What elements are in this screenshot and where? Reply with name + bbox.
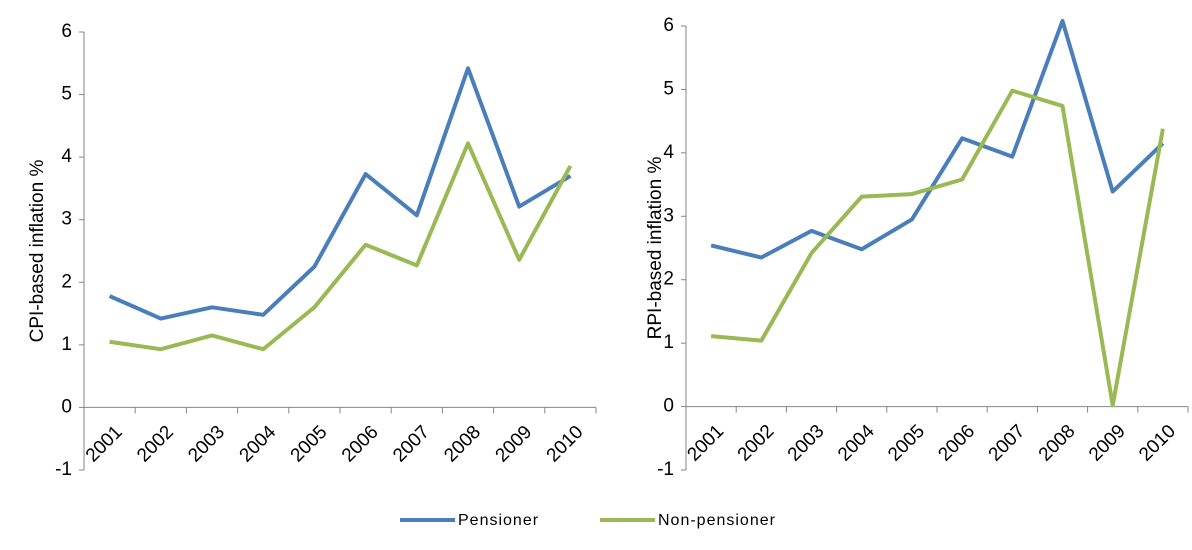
y-tick-label: 2 (61, 271, 72, 292)
line-series (108, 66, 572, 321)
x-tick-label: 2004 (834, 421, 879, 466)
y-tick-label: 4 (61, 146, 72, 167)
x-tick-label: 2001 (683, 421, 728, 466)
y-tick-label: 5 (663, 78, 674, 99)
x-tick-label: 2005 (287, 422, 332, 467)
x-tick-label: 2007 (389, 422, 434, 467)
line-series (710, 18, 1165, 260)
x-tick-label: 2003 (784, 421, 829, 466)
x-tick-label: 2002 (734, 421, 779, 466)
y-axis-label: CPI-based inflation % (27, 160, 48, 343)
y-tick-label: 4 (663, 142, 674, 163)
x-tick-label: 2004 (236, 421, 281, 466)
x-tick-label: 2008 (1035, 421, 1080, 466)
y-tick-label: 6 (61, 21, 72, 42)
x-tick-label: 2006 (934, 421, 979, 466)
x-tick-label: 2008 (440, 422, 485, 467)
y-tick-label: -1 (657, 459, 674, 480)
x-tick-label: 2002 (133, 422, 178, 467)
x-tick-label: 2007 (985, 421, 1030, 466)
y-tick-label: 6 (663, 15, 674, 36)
y-tick-label: -1 (55, 459, 72, 480)
x-tick-label: 2010 (1135, 421, 1180, 466)
x-tick-label: 2001 (82, 422, 127, 467)
line-series (710, 88, 1165, 408)
y-tick-label: 1 (663, 332, 674, 353)
y-axis-label: RPI-based inflation % (645, 157, 666, 340)
legend: Pensioner Non-pensioner (400, 512, 776, 529)
y-tick-label: 3 (61, 209, 72, 230)
y-tick-label: 0 (663, 396, 674, 417)
y-tick-label: 3 (663, 205, 674, 226)
x-tick-label: 2010 (543, 422, 588, 467)
x-tick-label: 2006 (338, 422, 383, 467)
x-tick-label: 2009 (492, 422, 537, 467)
legend-label: Non-pensioner (658, 512, 776, 529)
y-tick-label: 0 (61, 396, 72, 417)
y-tick-label: 5 (61, 84, 72, 105)
y-tick-label: 2 (663, 269, 674, 290)
legend-label: Pensioner (458, 512, 539, 529)
y-tick-label: 1 (61, 334, 72, 355)
x-tick-label: 2009 (1085, 421, 1130, 466)
x-tick-label: 2005 (884, 421, 929, 466)
x-tick-label: 2003 (184, 422, 229, 467)
line-series (109, 141, 573, 352)
